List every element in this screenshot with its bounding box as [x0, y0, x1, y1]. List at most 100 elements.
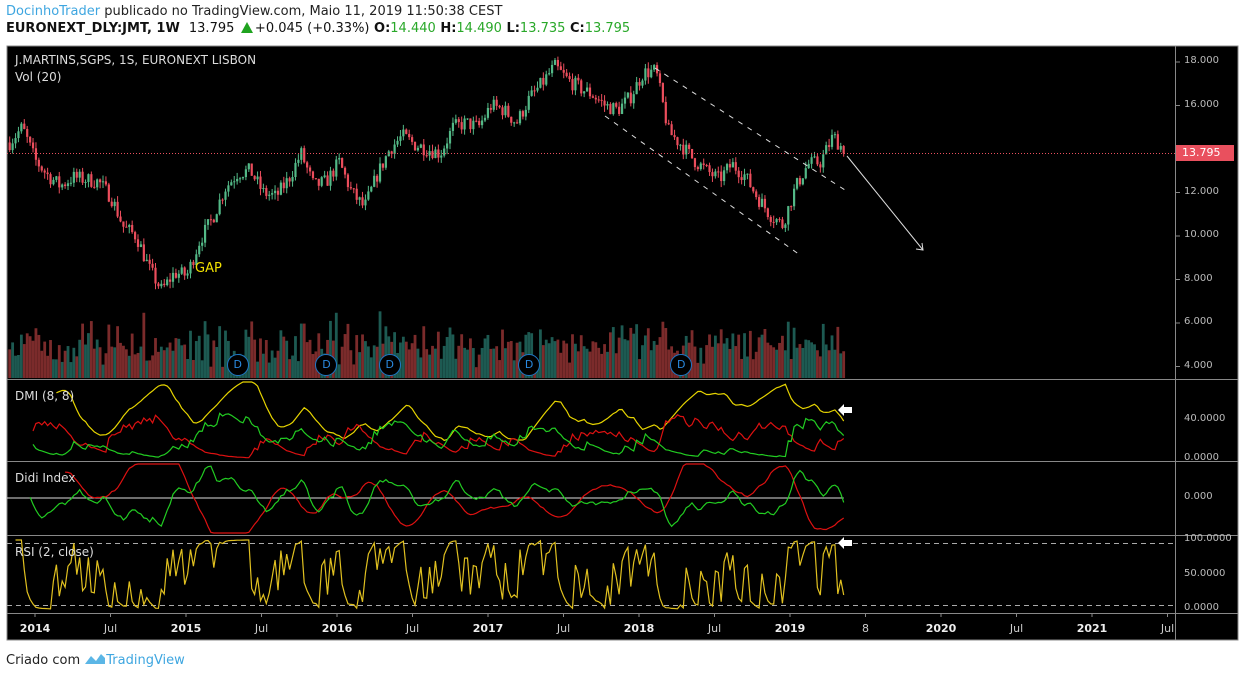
volume-bars	[8, 311, 846, 378]
candle-body	[171, 272, 175, 282]
volume-bar	[792, 327, 796, 378]
volume-bar	[145, 360, 149, 378]
volume-bar	[384, 326, 388, 378]
volume-bar	[224, 330, 227, 378]
volume-bar	[299, 323, 303, 378]
volume-bar	[547, 343, 551, 378]
candle-body	[775, 219, 778, 223]
volume-bar	[833, 349, 837, 378]
volume-bar	[836, 326, 840, 378]
channel-upper-line[interactable]	[654, 67, 846, 191]
volume-bar	[556, 339, 560, 378]
candle-body	[836, 134, 839, 150]
candle-body	[504, 105, 507, 116]
volume-bar	[267, 362, 271, 378]
didi-slow-series	[65, 463, 845, 534]
author-link[interactable]: DocinhoTrader	[6, 4, 101, 19]
candle-body	[166, 279, 169, 286]
candle-body	[14, 138, 17, 144]
candle-body	[714, 171, 717, 177]
didi-lines	[7, 463, 845, 534]
volume-bar	[775, 349, 779, 378]
volume-bar	[337, 364, 341, 378]
candle-body	[338, 158, 341, 160]
time-axis-label: 2017	[472, 622, 504, 635]
volume-bar	[620, 325, 624, 378]
candle-body	[679, 144, 682, 146]
volume-bar	[568, 362, 571, 378]
candle-body	[413, 141, 417, 151]
volume-bar	[95, 339, 99, 378]
drawings[interactable]	[604, 67, 924, 256]
candle-body	[259, 176, 262, 189]
volume-bar	[399, 342, 402, 378]
volume-bar	[713, 335, 717, 378]
volume-bar	[375, 346, 379, 378]
volume-bar	[119, 342, 122, 378]
candle-body	[273, 190, 277, 194]
candle-body	[594, 97, 597, 100]
trend-arrow-line[interactable]	[846, 155, 924, 251]
volume-bar	[711, 346, 714, 378]
candle-body	[723, 170, 726, 182]
candle-body	[332, 170, 335, 177]
candle-body	[96, 179, 99, 188]
volume-bar	[401, 336, 405, 378]
volume-bar	[816, 350, 819, 378]
dividend-marker[interactable]: D	[670, 354, 693, 376]
candle-body	[784, 224, 787, 228]
candle-body	[125, 226, 128, 228]
candle-body	[131, 225, 134, 233]
candle-body	[620, 103, 624, 114]
volume-bar	[501, 329, 504, 378]
volume-bar	[574, 343, 577, 378]
dividend-marker[interactable]: D	[518, 354, 541, 376]
volume-bar	[810, 342, 813, 378]
volume-bar	[369, 357, 373, 378]
candle-body	[431, 151, 434, 159]
volume-bar	[154, 338, 157, 378]
candle-body	[711, 172, 714, 177]
candle-body	[183, 267, 186, 276]
volume-bar	[165, 347, 169, 378]
volume-bar	[818, 356, 822, 378]
volume-bar	[250, 321, 254, 378]
candle-body	[203, 224, 207, 243]
candle-body	[317, 178, 320, 186]
rsi-axis-label: 0.0000	[1184, 602, 1219, 613]
dividend-marker[interactable]: D	[226, 354, 249, 376]
volume-bar	[66, 346, 70, 378]
candle-body	[402, 129, 405, 137]
candle-body	[451, 122, 455, 131]
volume-bar	[451, 334, 455, 378]
dividend-marker[interactable]: D	[378, 354, 401, 376]
candle-body	[510, 116, 513, 123]
time-axis-label: 2019	[774, 622, 806, 635]
volume-bar	[591, 341, 595, 378]
candle-body	[34, 148, 38, 160]
candle-body	[565, 72, 568, 77]
candle-body	[241, 177, 245, 179]
volume-bar	[486, 334, 490, 378]
volume-bar	[553, 341, 557, 378]
volume-bar	[136, 352, 140, 378]
volume-bar	[506, 341, 510, 378]
didi-axis-label: 0.000	[1184, 491, 1213, 502]
volume-bar	[54, 359, 58, 378]
volume-bar	[133, 354, 137, 378]
volume-bar	[786, 321, 790, 378]
volume-bar	[760, 334, 764, 378]
channel-lower-line[interactable]	[604, 115, 801, 256]
volume-bar	[597, 347, 601, 378]
volume-bar	[22, 344, 26, 378]
didi-title: Didi Index	[15, 471, 76, 485]
candle-body	[66, 183, 70, 187]
volume-bar	[329, 320, 332, 378]
volume-bar	[565, 343, 569, 378]
tradingview-link[interactable]: TradingView	[106, 653, 185, 668]
candle-body	[236, 178, 239, 182]
dividend-marker[interactable]: D	[315, 354, 338, 376]
candle-body	[40, 166, 43, 171]
last-price: 13.795	[188, 21, 235, 36]
